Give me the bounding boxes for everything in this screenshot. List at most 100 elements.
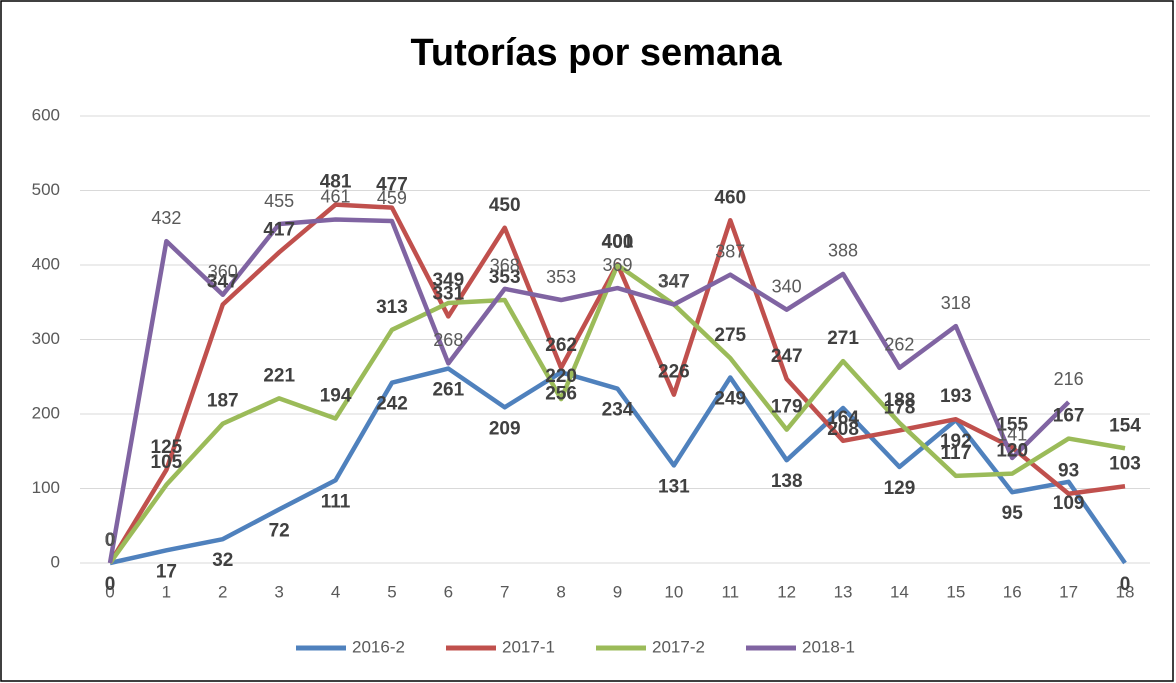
- x-tick-label: 5: [387, 582, 396, 601]
- x-tick-label: 7: [500, 582, 509, 601]
- x-tick-label: 18: [1116, 582, 1135, 601]
- data-label: 188: [884, 390, 916, 411]
- series-line: [108, 262, 1126, 565]
- data-label: 138: [771, 471, 803, 492]
- data-label: 261: [432, 380, 464, 401]
- series-line: [107, 217, 1071, 564]
- legend-label: 2016-2: [352, 637, 405, 656]
- data-label: 226: [658, 362, 690, 383]
- x-tick-label: 10: [664, 582, 683, 601]
- data-label: 194: [320, 385, 352, 406]
- data-label: 0: [105, 530, 116, 551]
- data-label: 432: [151, 208, 181, 228]
- y-tick-label: 300: [32, 329, 60, 348]
- data-label: 187: [207, 391, 239, 412]
- x-tick-label: 14: [890, 582, 909, 601]
- data-label: 109: [1053, 493, 1085, 514]
- data-label: 141: [997, 425, 1027, 445]
- x-tick-label: 6: [444, 582, 453, 601]
- data-label: 262: [545, 335, 577, 356]
- data-label: 256: [545, 383, 577, 404]
- data-label: 353: [489, 267, 521, 288]
- y-tick-label: 200: [32, 403, 60, 422]
- legend-label: 2017-2: [652, 637, 705, 656]
- data-label: 193: [940, 386, 972, 407]
- data-label: 459: [377, 188, 407, 208]
- data-label: 209: [489, 418, 521, 439]
- data-label: 360: [208, 262, 238, 282]
- data-label: 72: [269, 520, 290, 541]
- y-tick-label: 100: [32, 478, 60, 497]
- data-label: 111: [321, 491, 351, 512]
- x-tick-label: 4: [331, 582, 340, 601]
- x-tick-label: 16: [1003, 582, 1022, 601]
- data-label: 271: [827, 328, 859, 349]
- data-label: 318: [941, 293, 971, 313]
- data-label: 125: [151, 437, 183, 458]
- data-label: 154: [1109, 415, 1141, 436]
- data-label: 275: [714, 325, 746, 346]
- data-label: 93: [1058, 461, 1079, 482]
- data-label: 129: [884, 478, 916, 499]
- data-label: 105: [151, 452, 183, 473]
- data-label: 208: [827, 419, 859, 440]
- x-tick-label: 8: [556, 582, 565, 601]
- data-label: 388: [828, 241, 858, 261]
- data-label: 340: [772, 276, 802, 296]
- legend-label: 2017-1: [502, 637, 555, 656]
- data-label: 120: [996, 441, 1028, 462]
- data-label: 103: [1109, 453, 1141, 474]
- data-label: 178: [884, 397, 916, 418]
- x-tick-label: 17: [1059, 582, 1078, 601]
- x-tick-label: 12: [777, 582, 796, 601]
- x-tick-label: 11: [721, 582, 739, 601]
- x-tick-label: 15: [946, 582, 965, 601]
- data-label: 347: [658, 272, 690, 293]
- data-label: 368: [490, 256, 520, 276]
- data-label: 401: [602, 231, 634, 252]
- data-label: 117: [941, 443, 972, 464]
- data-label: 461: [321, 186, 351, 206]
- data-label: 95: [1002, 503, 1024, 524]
- y-tick-label: 500: [32, 180, 60, 199]
- data-label: 369: [602, 255, 632, 275]
- data-label: 481: [320, 172, 352, 193]
- data-label: 32: [212, 550, 233, 571]
- data-label: 179: [771, 397, 803, 418]
- data-label: 0: [105, 530, 115, 550]
- x-tick-label: 9: [613, 582, 622, 601]
- data-label: 349: [432, 270, 464, 291]
- data-label: 0: [1120, 574, 1131, 595]
- data-label: 455: [264, 191, 294, 211]
- data-label: 17: [156, 561, 177, 582]
- data-label: 155: [996, 415, 1028, 436]
- x-tick-label: 1: [162, 582, 171, 601]
- data-label: 262: [884, 335, 914, 355]
- data-label: 313: [376, 297, 408, 318]
- data-label: 0: [105, 530, 116, 551]
- data-label: 347: [659, 271, 689, 291]
- data-label: 216: [1054, 369, 1084, 389]
- data-label: 247: [771, 346, 803, 367]
- data-label: 192: [940, 431, 972, 452]
- data-label: 242: [376, 394, 408, 415]
- chart-title: Tutorías por semana: [411, 32, 783, 74]
- data-label: 249: [714, 389, 746, 410]
- data-label: 353: [546, 267, 576, 287]
- data-label: 221: [263, 365, 295, 386]
- data-label: 460: [714, 187, 746, 208]
- data-label: 400: [602, 232, 634, 253]
- data-label: 347: [207, 272, 239, 293]
- data-label: 417: [263, 219, 295, 240]
- data-label: 220: [545, 366, 577, 387]
- x-tick-label: 3: [274, 582, 283, 601]
- y-tick-label: 400: [32, 254, 60, 273]
- x-tick-label: 2: [218, 582, 227, 601]
- data-label: 331: [432, 283, 464, 304]
- data-label: 164: [827, 408, 859, 429]
- data-label: 131: [658, 476, 690, 497]
- data-label: 450: [489, 195, 521, 216]
- data-label: 477: [376, 175, 408, 196]
- data-label: 268: [433, 330, 463, 350]
